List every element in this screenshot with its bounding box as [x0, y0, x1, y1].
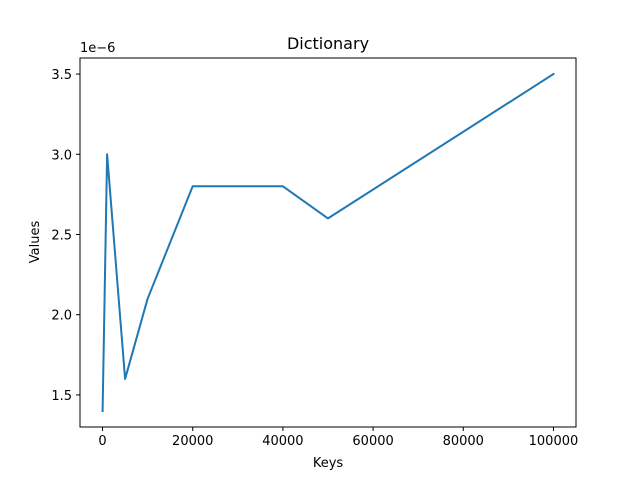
x-tick-label: 100000	[529, 434, 579, 449]
plot-series	[101, 72, 555, 413]
y-axis-ticks: 1.5 2.0 2.5 3.0 3.5	[51, 68, 80, 404]
y-tick-label: 3.5	[51, 68, 72, 83]
x-tick-label: 40000	[262, 434, 303, 449]
chart-title: Dictionary	[287, 34, 369, 53]
y-tick-label: 3.0	[51, 148, 72, 163]
y-axis-offset-label: 1e−6	[80, 41, 115, 56]
y-axis-title: Values	[28, 221, 43, 264]
y-tick-label: 1.5	[51, 389, 72, 404]
x-tick-label: 0	[98, 434, 106, 449]
x-tick-label: 20000	[172, 434, 213, 449]
series-line	[101, 72, 555, 413]
y-tick-label: 2.5	[51, 228, 72, 243]
y-tick-label: 2.0	[51, 309, 72, 324]
x-tick-label: 60000	[352, 434, 393, 449]
x-tick-label: 80000	[443, 434, 484, 449]
x-axis-ticks: 0 20000 40000 60000 80000 100000	[98, 427, 578, 449]
x-axis-title: Keys	[313, 456, 344, 471]
plot-frame	[79, 57, 577, 428]
